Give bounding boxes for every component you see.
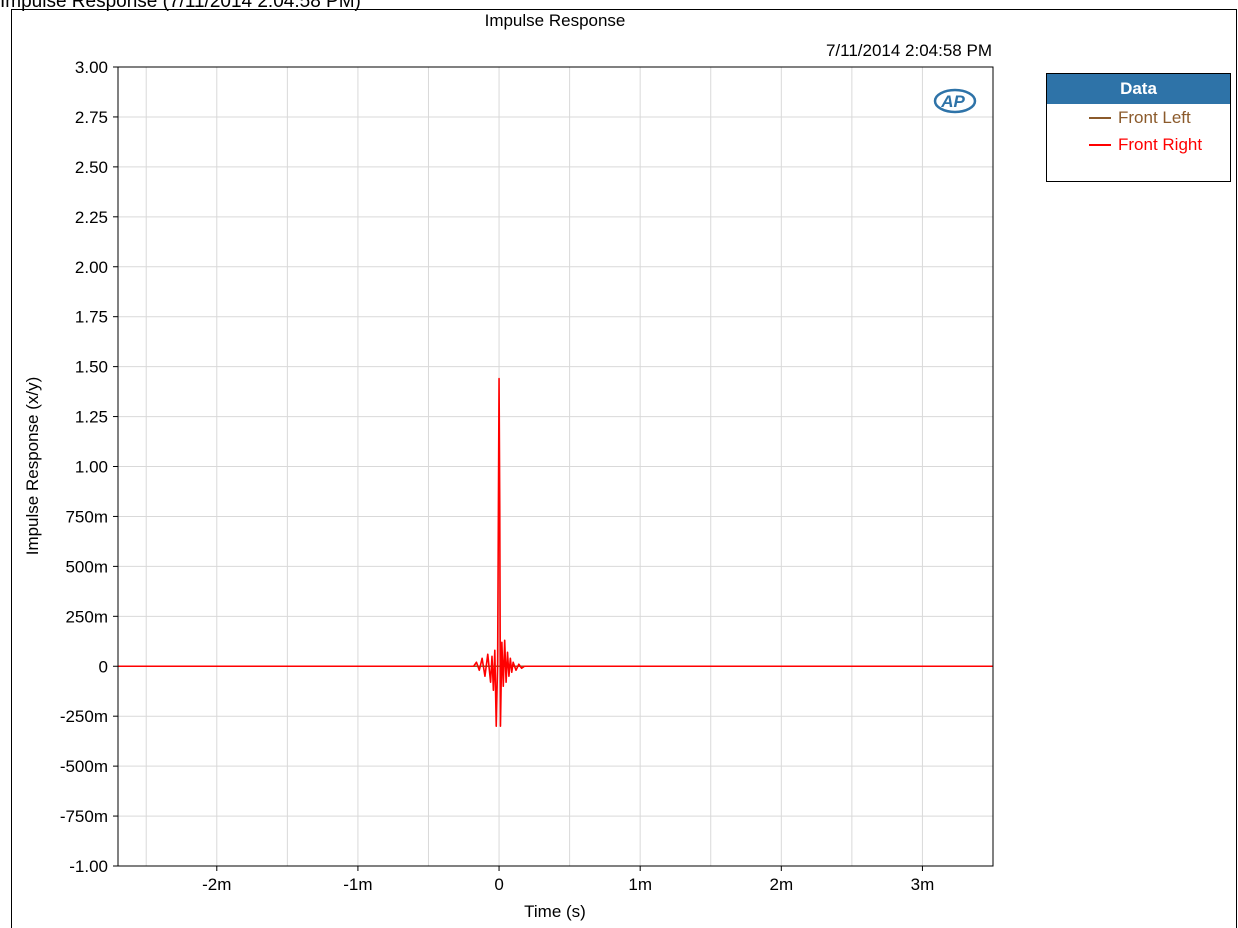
y-tick-label: 750m — [65, 507, 108, 526]
y-tick-label: -250m — [60, 707, 108, 726]
y-tick-label: 2.75 — [75, 108, 108, 127]
legend-item-front-right[interactable]: Front Right — [1047, 131, 1230, 158]
y-tick-label: 3.00 — [75, 58, 108, 77]
x-tick-label: 2m — [769, 875, 793, 894]
x-tick-label: 0 — [494, 875, 503, 894]
chart-title: Impulse Response — [485, 11, 626, 30]
x-tick-label: 1m — [628, 875, 652, 894]
x-tick-label: -2m — [202, 875, 231, 894]
y-tick-label: 2.25 — [75, 208, 108, 227]
y-tick-labels: 3.00 2.75 2.50 2.25 2.00 1.75 1.50 1.25 1.00 750m… — [60, 58, 118, 876]
y-tick-label: -750m — [60, 807, 108, 826]
legend: Data Front Left Front Right — [1046, 73, 1231, 182]
ap-logo-icon: AP — [933, 88, 977, 114]
x-tick-label: -1m — [343, 875, 372, 894]
y-tick-label: -1.00 — [69, 857, 108, 876]
y-tick-label: -500m — [60, 757, 108, 776]
legend-item-front-left[interactable]: Front Left — [1047, 104, 1230, 131]
y-tick-label: 1.75 — [75, 308, 108, 327]
chart-timestamp: 7/11/2014 2:04:58 PM — [826, 41, 992, 60]
y-tick-label: 250m — [65, 607, 108, 626]
legend-label-front-right: Front Right — [1118, 135, 1203, 154]
y-tick-label: 2.00 — [75, 258, 108, 277]
y-tick-label: 1.25 — [75, 408, 108, 427]
series-line-front-right — [118, 377, 993, 727]
ap-logo: AP — [928, 86, 978, 116]
logo-text: AP — [940, 92, 965, 111]
legend-title: Data — [1047, 74, 1230, 104]
legend-swatch-front-left — [1089, 117, 1111, 119]
y-tick-label: 1.00 — [75, 458, 108, 477]
series-layer — [118, 377, 993, 727]
legend-label-front-left: Front Left — [1118, 108, 1191, 127]
chart-panel — [11, 9, 1237, 928]
x-tick-labels: -2m -1m 0 1m 2m 3m — [202, 866, 934, 894]
y-tick-label: 1.50 — [75, 358, 108, 377]
y-tick-label: 2.50 — [75, 158, 108, 177]
x-tick-label: 3m — [911, 875, 935, 894]
x-axis-label: Time (s) — [524, 902, 586, 921]
legend-swatch-front-right — [1089, 144, 1111, 146]
y-tick-label: 0 — [99, 657, 108, 676]
y-tick-label: 500m — [65, 557, 108, 576]
y-axis-label: Impulse Response (x/y) — [23, 377, 42, 556]
